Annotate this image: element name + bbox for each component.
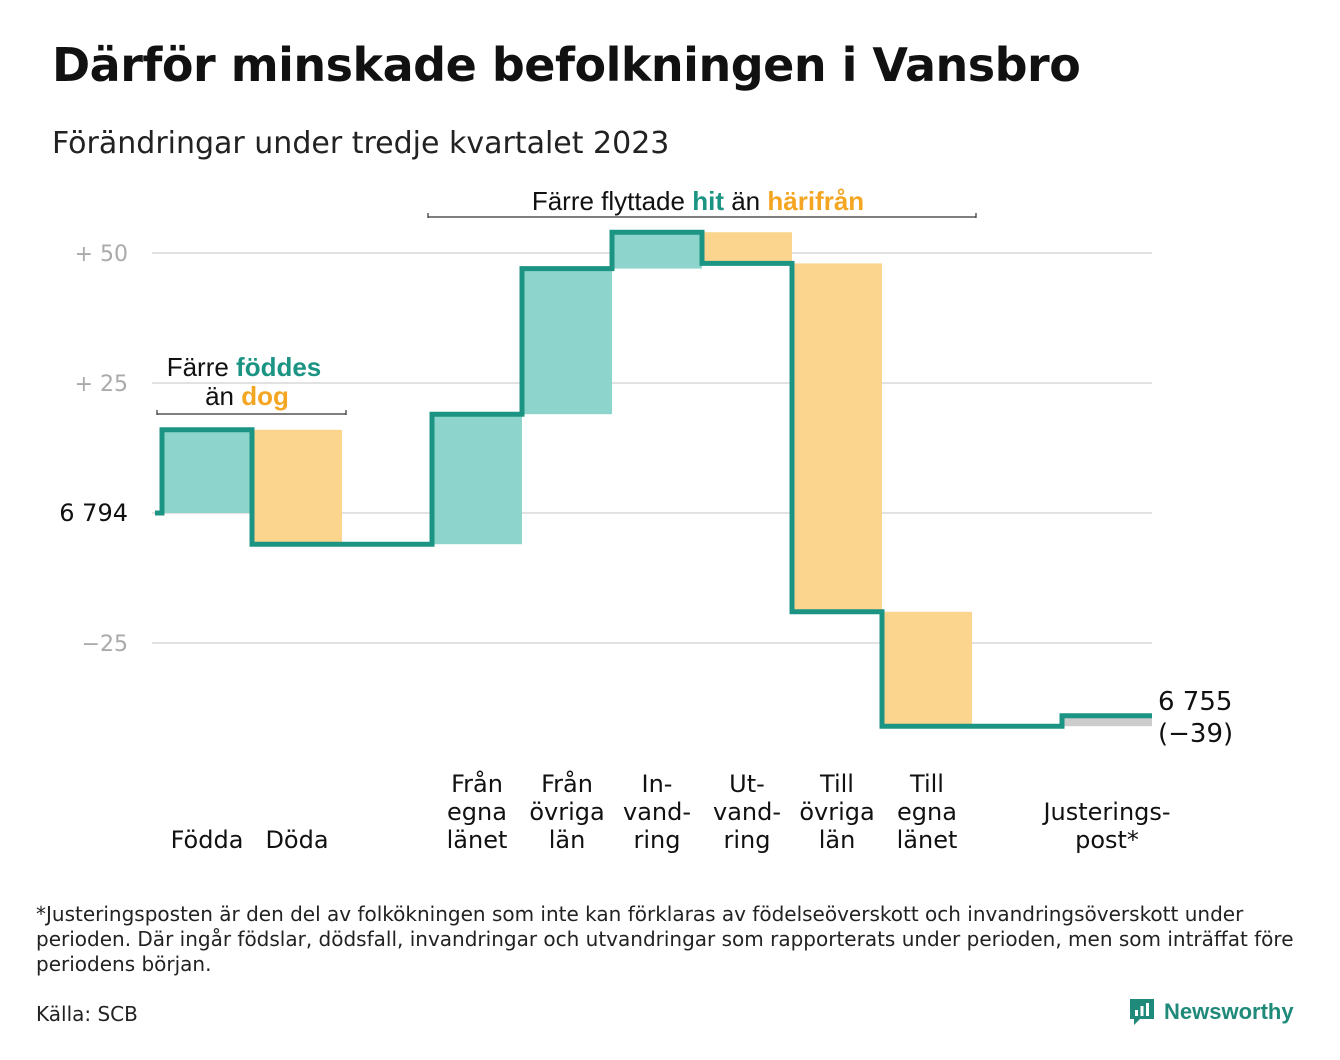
category-label: Födda <box>171 826 244 854</box>
category-label: län <box>819 826 856 854</box>
waterfall-bar <box>252 429 342 545</box>
y-tick-label: 6 794 <box>59 499 128 527</box>
category-label: övriga <box>799 798 874 826</box>
brand-name: Newsworthy <box>1164 999 1294 1024</box>
waterfall-bar <box>162 429 252 513</box>
category-label: Döda <box>265 826 328 854</box>
brand-logo: Newsworthy <box>1128 997 1294 1027</box>
category-label: Från <box>541 769 593 798</box>
footnote: *Justeringsposten är den del av folkökni… <box>36 902 1294 976</box>
y-tick-label: −25 <box>82 632 128 657</box>
category-label: Justerings- <box>1041 798 1170 826</box>
annotation-migration-text: Färre flyttade hit än härifrån <box>532 186 864 216</box>
category-label: egna <box>897 798 957 826</box>
source-note: Källa: SCB <box>36 1002 138 1026</box>
waterfall-bar <box>702 232 792 264</box>
category-label: län <box>549 826 586 854</box>
category-label: vand- <box>713 798 781 826</box>
category-label: egna <box>447 798 507 826</box>
y-tick-label: + 50 <box>75 242 128 267</box>
annotation-births-line2: än dog <box>205 381 289 411</box>
waterfall-bar <box>432 414 522 545</box>
waterfall-bar <box>1062 715 1152 727</box>
chart-subtitle: Förändringar under tredje kvartalet 2023 <box>52 126 670 161</box>
category-label: Ut- <box>729 770 765 798</box>
category-label: länet <box>447 826 508 854</box>
category-label: ring <box>634 826 681 854</box>
waterfall-bar <box>612 232 702 269</box>
category-label: In- <box>642 770 673 798</box>
end-value-label: 6 755 <box>1158 687 1232 717</box>
end-change-label: (−39) <box>1158 719 1233 749</box>
cumulative-step-line <box>155 229 1152 729</box>
waterfall-bar <box>522 268 612 415</box>
waterfall-bar <box>792 263 882 612</box>
category-label: vand- <box>623 798 691 826</box>
category-label: Till <box>909 770 944 798</box>
annotation-births-line1: Färre föddes <box>167 352 322 382</box>
category-label: övriga <box>529 798 604 826</box>
waterfall-bar <box>882 611 972 727</box>
category-label: Från <box>451 769 503 798</box>
category-label: ring <box>724 826 771 854</box>
y-tick-label: + 25 <box>75 372 128 397</box>
category-label: post* <box>1075 826 1139 854</box>
newsworthy-logo-icon <box>1130 999 1154 1025</box>
category-label: länet <box>897 826 958 854</box>
category-label: Till <box>819 770 854 798</box>
chart-title: Därför minskade befolkningen i Vansbro <box>52 38 1081 92</box>
